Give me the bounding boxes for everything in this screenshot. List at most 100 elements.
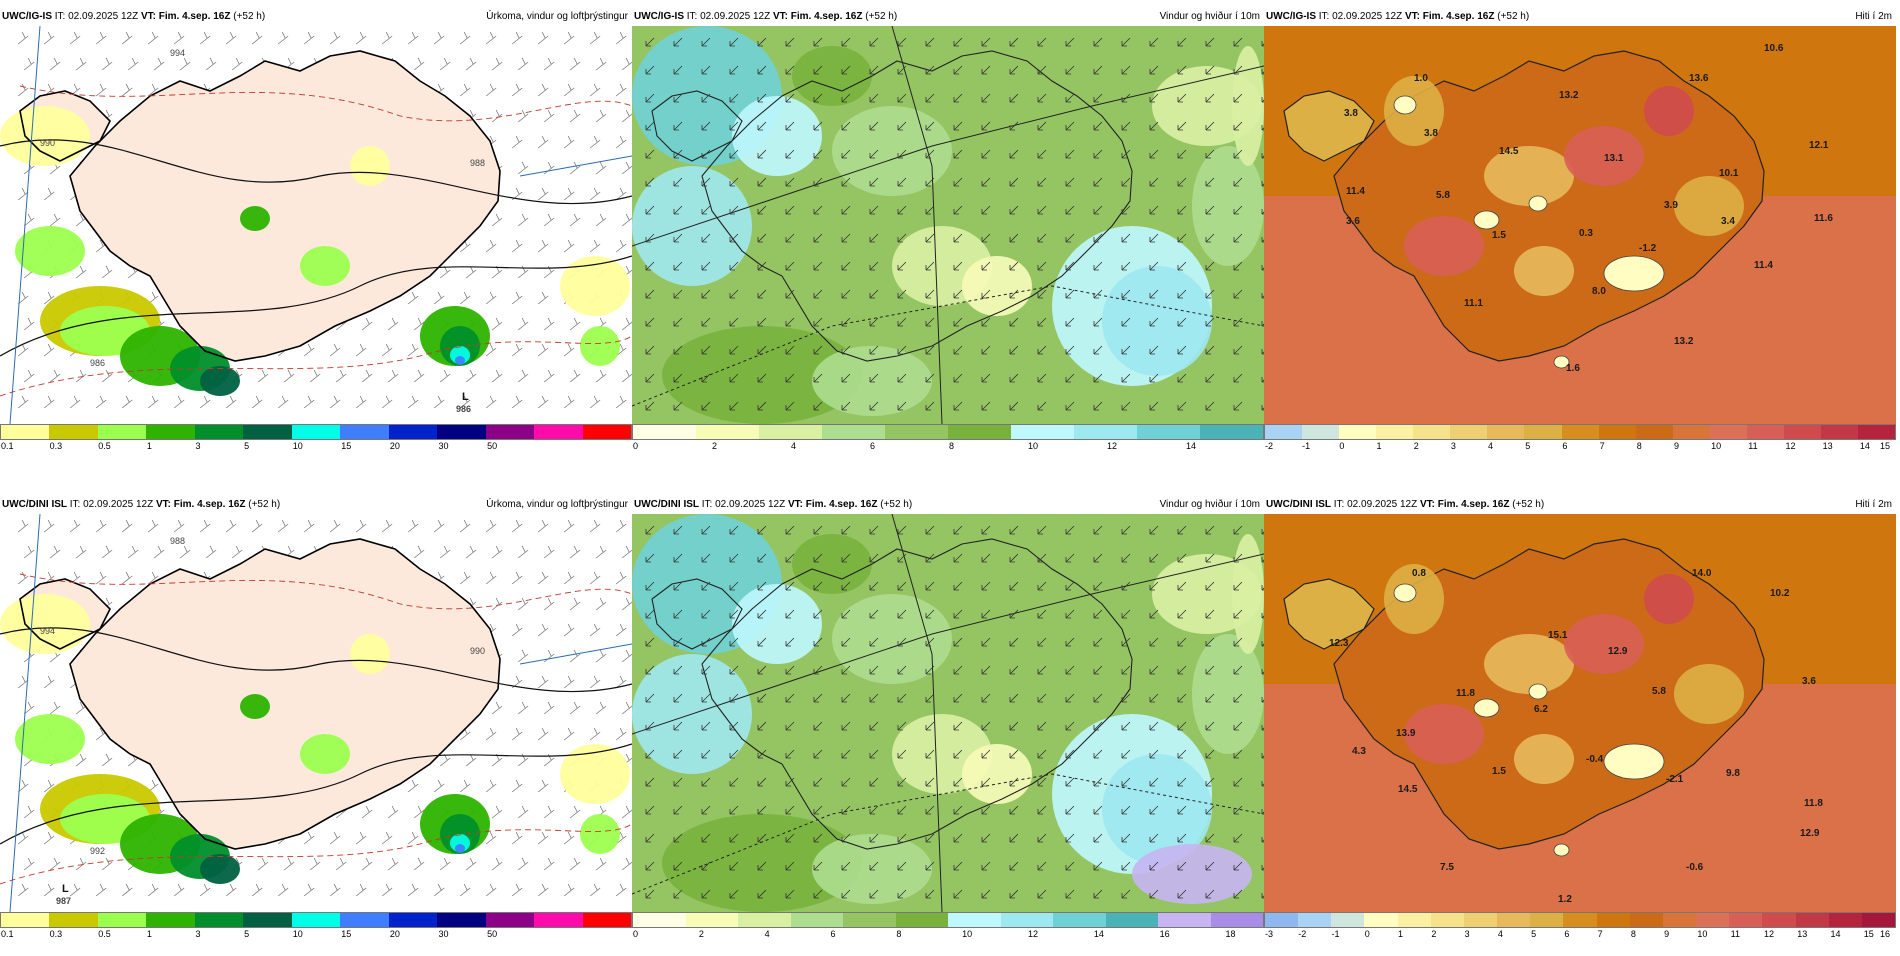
colorbar-swatch <box>1861 913 1895 927</box>
panel-title: Vindur og hviður í 10m <box>1159 11 1260 22</box>
colorbar: -2 -1 0 1 2 3 4 5 6 7 8 9 10 11 12 13 14 15 <box>1264 424 1896 454</box>
colorbar-swatches <box>632 912 1264 928</box>
model-name: UWC/DINI ISL <box>2 499 67 510</box>
colorbar-tick-label: 15 <box>1863 929 1874 939</box>
colorbar-tick-label: 11 <box>1730 929 1741 939</box>
temperature-value-label: 0.3 <box>1579 228 1593 239</box>
colorbar-tick-label: 5 <box>1525 441 1531 451</box>
colorbar-swatch <box>759 425 822 439</box>
map-canvas: 1.0 3.8 3.8 13.2 13.6 10.6 14.5 13.1 12.1 10.1 11.… <box>1264 26 1896 424</box>
colorbar-tick-label: 6 <box>1564 929 1570 939</box>
panel-header: UWC/DINI ISL IT: 02.09.2025 12Z VT: Fim.… <box>1264 496 1896 514</box>
temperature-value-label: 1.6 <box>1566 363 1580 374</box>
wind-arrows <box>645 525 1264 899</box>
glacier <box>1528 683 1548 700</box>
temperature-value-label: 12.9 <box>1608 646 1628 657</box>
temperature-value-label: 13.6 <box>1689 73 1709 84</box>
colorbar-tick-label: 0.1 <box>1 441 14 451</box>
temperature-value-label: 1.5 <box>1492 230 1506 241</box>
domain-lines <box>632 26 1264 424</box>
colorbar-swatch <box>1596 913 1630 927</box>
glacier <box>1603 743 1665 780</box>
colorbar-tick-label: 0.3 <box>49 929 63 939</box>
colorbar-swatch <box>696 425 759 439</box>
colorbar-tick-label: 2 <box>712 441 718 451</box>
colorbar-tick-label: -3 <box>1265 929 1274 939</box>
colorbar-swatch <box>885 425 948 439</box>
colorbar-tick-label: 12 <box>1028 929 1039 939</box>
colorbar-tick-label: 3 <box>1464 929 1470 939</box>
colorbar-tick-label: 12 <box>1785 441 1796 451</box>
colorbar-tick-label: -2 <box>1298 929 1307 939</box>
map-canvas: 0.8 14.0 10.2 15.1 12.9 12.3 11.8 6.2 5.8 3.6 13.9… <box>1264 514 1896 912</box>
colorbar-swatch <box>194 913 244 927</box>
temperature-value-label: 0.8 <box>1412 568 1426 579</box>
temp-isotherm <box>19 573 632 610</box>
map-canvas <box>632 514 1264 912</box>
colorbar-swatch <box>1 425 50 439</box>
low-pressure-value: 986 <box>456 404 471 414</box>
colorbar-tick-label: 3 <box>1450 441 1456 451</box>
temperature-value-label: 12.9 <box>1800 828 1820 839</box>
model-name: UWC/DINI ISL <box>634 499 699 510</box>
colorbar-swatch <box>1364 913 1398 927</box>
colorbar-swatch <box>738 913 791 927</box>
colorbar-tick-label: -1 <box>1302 441 1311 451</box>
colorbar-swatch <box>1397 913 1431 927</box>
meridian <box>9 514 41 912</box>
colorbar-tick-label: 4 <box>1488 441 1494 451</box>
colorbar-swatch <box>340 913 389 927</box>
colorbar-ticks: -3 -2 -1 0 1 2 3 4 5 6 7 8 9 10 11 12 13 14 15 16 <box>1264 929 1896 941</box>
valid-time: VT: Fim. 4.sep. 16Z <box>772 11 863 22</box>
colorbar-tick-label: 6 <box>1562 441 1568 451</box>
colorbar-tick-label: 0 <box>1364 929 1370 939</box>
colorbar-tick-label: 1 <box>146 929 152 939</box>
iceland-coastline <box>651 50 1133 362</box>
colorbar-tick-label: 10 <box>292 929 303 939</box>
colorbar-swatch <box>1858 425 1896 439</box>
colorbar-swatch <box>1265 913 1299 927</box>
isobar-label: 986 <box>90 358 105 368</box>
colorbar-swatch <box>582 425 632 439</box>
colorbar-swatch <box>1696 913 1730 927</box>
colorbar-tick-label: 2 <box>1413 441 1419 451</box>
colorbar-swatch <box>1563 913 1597 927</box>
colorbar-swatch <box>1302 425 1340 439</box>
colorbar-swatch <box>340 425 389 439</box>
lead-time: (+52 h) <box>1497 11 1530 22</box>
temperature-value-label: 8.0 <box>1592 286 1606 297</box>
temperature-value-label: 4.3 <box>1352 746 1366 757</box>
temperature-value-label: 12.3 <box>1329 638 1349 649</box>
strong-wind-area <box>1132 844 1252 904</box>
low-pressure-value: 987 <box>56 896 71 906</box>
colorbar-swatch <box>685 913 738 927</box>
colorbar-swatch <box>948 425 1011 439</box>
colorbar-swatch <box>1530 913 1564 927</box>
colorbar-swatch <box>485 425 535 439</box>
colorbar-swatch <box>1635 425 1673 439</box>
panel-temp-0-2: UWC/IG-IS IT: 02.09.2025 12Z VT: Fim. 4.… <box>1264 8 1896 468</box>
colorbar-swatch <box>895 913 948 927</box>
colorbar-swatch <box>1000 913 1053 927</box>
colorbar-tick-label: 5 <box>244 441 250 451</box>
isobar <box>0 627 632 693</box>
colorbar-tick-label: 14 <box>1186 441 1197 451</box>
colorbar-swatch <box>1463 913 1498 927</box>
colorbar-tick-label: 50 <box>487 929 498 939</box>
colorbar-swatch <box>790 913 843 927</box>
colorbar-swatch <box>582 913 632 927</box>
map-area: 990 986 988 994 L 986 <box>0 26 632 424</box>
model-name: UWC/DINI ISL <box>1266 499 1331 510</box>
colorbar-swatch <box>1561 425 1599 439</box>
colorbar-ticks: 0.1 0.3 0.5 1 3 5 10 15 20 30 50 <box>0 929 632 941</box>
panel-wind-0-1: UWC/IG-IS IT: 02.09.2025 12Z VT: Fim. 4.… <box>632 8 1264 468</box>
temperature-value-label: 12.1 <box>1809 140 1829 151</box>
colorbar-swatch <box>1331 913 1365 927</box>
colorbar-swatch <box>437 913 486 927</box>
colorbar-swatch <box>1298 913 1332 927</box>
temperature-value-label: 1.5 <box>1492 766 1506 777</box>
colorbar: -3 -2 -1 0 1 2 3 4 5 6 7 8 9 10 11 12 13 14 15 16 <box>1264 912 1896 942</box>
panel-title: Hiti í 2m <box>1855 11 1892 22</box>
colorbar: 0 2 4 6 8 10 12 14 <box>632 424 1264 454</box>
colorbar-tick-label: 14 <box>1859 441 1870 451</box>
